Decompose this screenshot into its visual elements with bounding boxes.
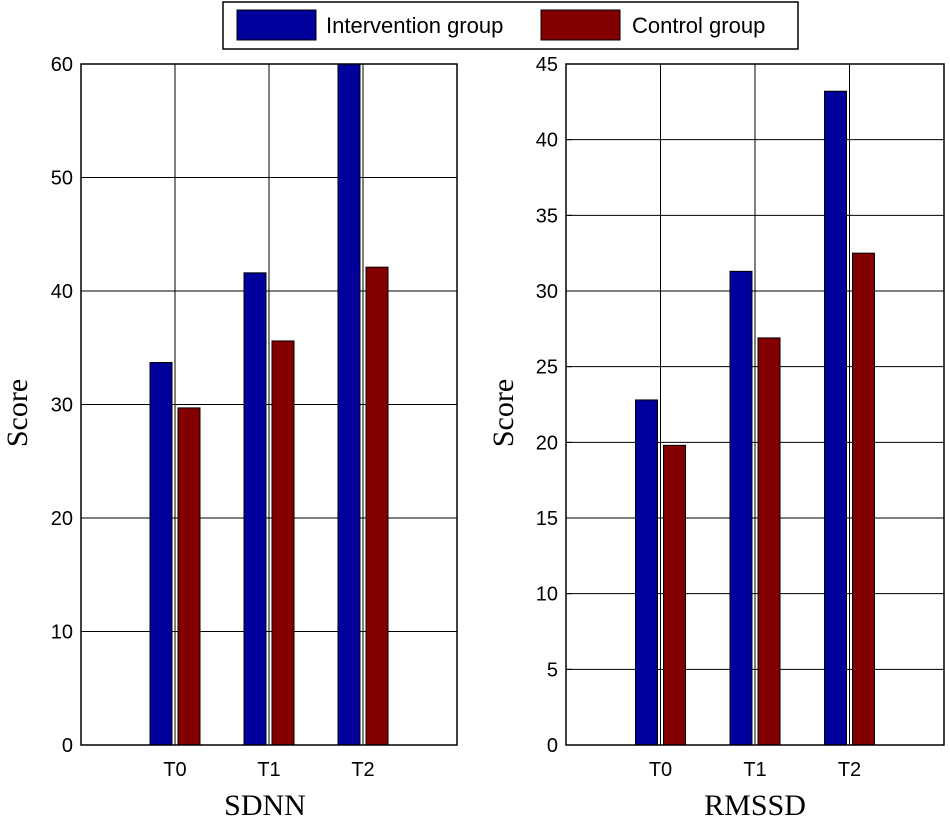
legend-label-intervention: Intervention group [326, 13, 503, 38]
rmssd-bar-control-t0 [663, 444, 686, 746]
rmssd-y-tick-label: 20 [536, 432, 558, 454]
rmssd-bar-control-t1 [757, 337, 781, 746]
sdnn-y-tick-label: 40 [51, 281, 73, 303]
rmssd-y-tick-label: 5 [547, 659, 558, 681]
sdnn-x-axis-label: SDNN [224, 789, 306, 821]
sdnn-y-tick-label: 20 [51, 508, 73, 530]
sdnn-x-ticks: T0 T1 T2 [163, 759, 374, 781]
sdnn-bar-intervention-t2 [337, 63, 361, 746]
sdnn-y-tick-label: 10 [51, 622, 73, 644]
rmssd-y-tick-label: 40 [536, 130, 558, 152]
legend-box [222, 1, 799, 50]
rmssd-x-tick-label: T2 [838, 759, 861, 781]
sdnn-bar-intervention-t0 [149, 362, 173, 746]
rmssd-bar-intervention-t1 [729, 270, 753, 746]
sdnn-y-ticks: 0 10 20 30 40 50 60 [51, 54, 87, 757]
rmssd-x-ticks: T0 T1 T2 [649, 759, 861, 781]
rmssd-y-tick-label: 35 [536, 205, 558, 227]
sdnn-y-tick-label: 0 [62, 735, 73, 757]
rmssd-y-tick-label: 30 [536, 281, 558, 303]
rmssd-y-axis-label: Score [487, 379, 520, 447]
sdnn-bars [149, 63, 389, 746]
sdnn-bar-control-t2 [365, 266, 389, 746]
sdnn-y-axis-label: Score [1, 379, 34, 447]
rmssd-bar-control-t2 [852, 252, 875, 746]
sdnn-x-tick-label: T2 [351, 759, 374, 781]
legend: Intervention group Control group [222, 1, 799, 50]
sdnn-x-tick-label: T0 [163, 759, 186, 781]
rmssd-x-tick-label: T1 [743, 759, 766, 781]
legend-swatch-control [540, 9, 621, 41]
rmssd-x-tick-label: T0 [649, 759, 672, 781]
sdnn-y-tick-label: 60 [51, 54, 73, 76]
sdnn-y-tick-label: 50 [51, 168, 73, 190]
sdnn-bar-intervention-t1 [243, 272, 267, 746]
sdnn-y-tick-label: 30 [51, 395, 73, 417]
rmssd-y-tick-label: 0 [547, 735, 558, 757]
sdnn-grid [81, 64, 457, 745]
legend-swatch-intervention [236, 9, 317, 41]
sdnn-bar-control-t1 [271, 340, 295, 746]
sdnn-x-tick-label: T1 [257, 759, 280, 781]
rmssd-plot-frame [565, 63, 945, 746]
legend-label-control: Control group [632, 13, 765, 38]
rmssd-y-tick-label: 10 [536, 584, 558, 606]
rmssd-chart: 0 5 10 15 20 25 30 35 40 45 T0 T1 T2 Score RMSSD [487, 54, 945, 821]
rmssd-grid [566, 64, 944, 745]
rmssd-x-axis-label: RMSSD [704, 789, 806, 821]
rmssd-bar-intervention-t2 [824, 90, 847, 746]
rmssd-bar-intervention-t0 [635, 399, 658, 746]
sdnn-chart: 0 10 20 30 40 50 60 T0 T1 T2 Score SDNN [1, 54, 458, 821]
rmssd-bars [635, 90, 875, 746]
rmssd-y-tick-label: 45 [536, 54, 558, 76]
sdnn-bar-control-t0 [177, 407, 201, 746]
rmssd-y-tick-label: 15 [536, 508, 558, 530]
rmssd-y-ticks: 0 5 10 15 20 25 30 35 40 45 [536, 54, 572, 757]
rmssd-y-tick-label: 25 [536, 357, 558, 379]
